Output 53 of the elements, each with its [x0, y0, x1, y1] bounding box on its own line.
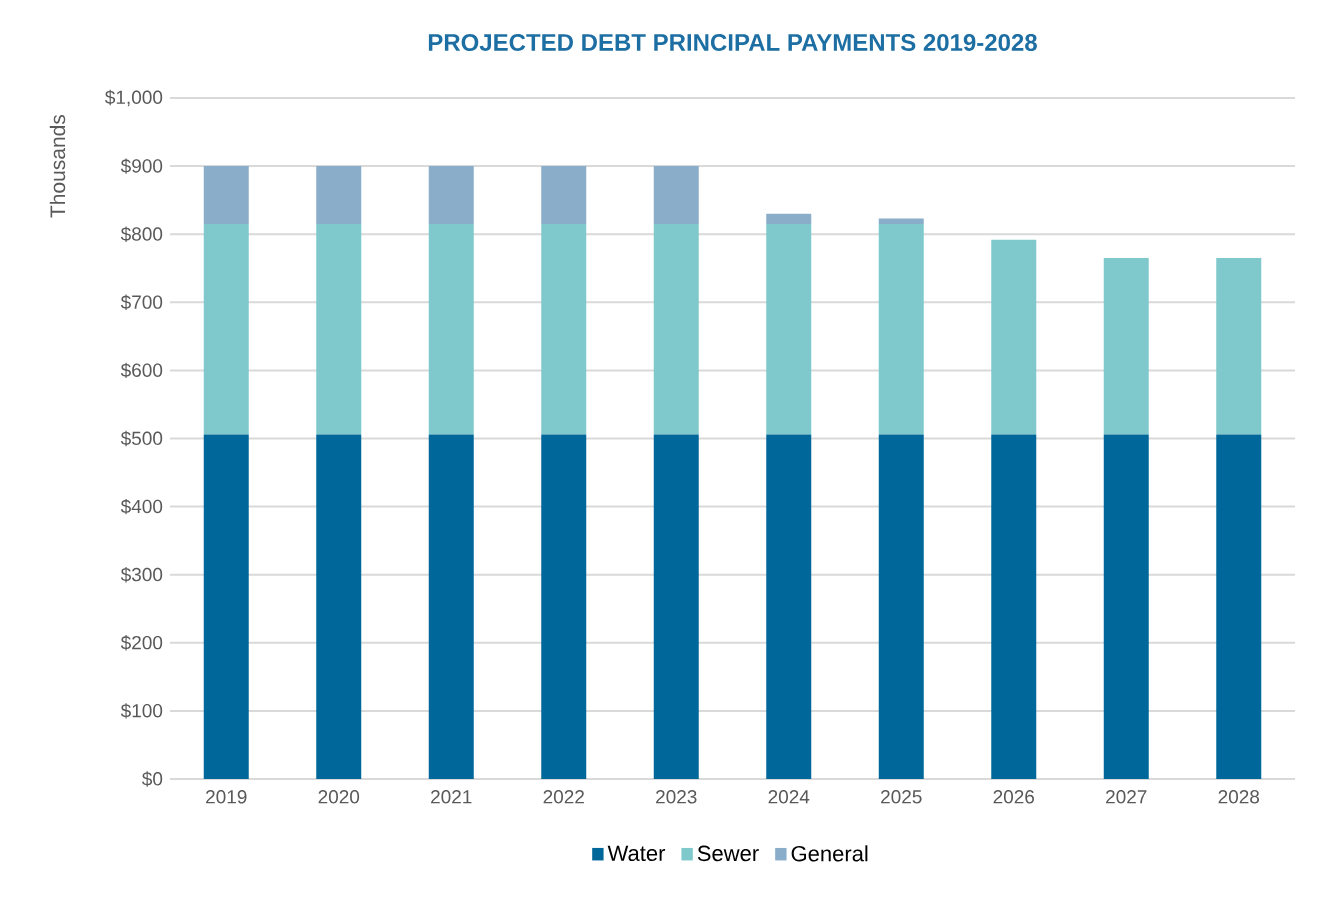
x-tick-label: 2026: [993, 790, 1035, 804]
y-tick-label: $0: [142, 771, 163, 787]
bar: [316, 166, 362, 224]
bar: [766, 213, 812, 224]
bar: [316, 223, 362, 435]
x-tick-label: 2027: [1106, 790, 1147, 804]
bar: [1216, 258, 1262, 435]
bar: [203, 434, 249, 779]
legend-label: Sewer: [697, 845, 759, 862]
y-tick-label: $300: [120, 566, 163, 583]
bar: [541, 434, 587, 779]
y-tick-label: $500: [120, 430, 163, 447]
x-tick-label: 2021: [431, 790, 472, 804]
y-tick-label: $700: [120, 294, 163, 310]
bar: [991, 239, 1037, 435]
y-tick-label: $600: [120, 362, 163, 379]
x-tick-label: 2023: [656, 790, 697, 804]
x-tick-label: 2025: [881, 790, 922, 804]
bar: [766, 223, 812, 435]
x-tick-label: 2019: [206, 790, 247, 804]
bar: [878, 434, 924, 779]
bar: [428, 223, 474, 435]
bar: [653, 434, 699, 779]
bar: [878, 218, 924, 224]
y-axis-title: Thousands: [49, 114, 66, 218]
bar: [991, 434, 1037, 779]
bar: [428, 166, 474, 224]
x-tick-label: 2020: [318, 790, 360, 804]
bar: [1216, 434, 1262, 779]
chart-title: PROJECTED DEBT PRINCIPAL PAYMENTS 2019-2028: [428, 33, 1037, 51]
bar: [1103, 258, 1149, 435]
bar: [653, 166, 699, 224]
bar: [878, 223, 924, 435]
bar: [541, 166, 587, 224]
bar: [766, 434, 812, 779]
y-tick-label: $400: [120, 498, 163, 515]
bar: [203, 223, 249, 435]
x-tick-label: 2024: [768, 790, 810, 804]
bar: [316, 434, 362, 779]
y-tick-label: $800: [120, 226, 163, 242]
y-tick-label: $100: [120, 703, 163, 719]
bar: [653, 223, 699, 435]
legend-label: General: [791, 845, 868, 862]
y-tick-label: $1,000: [105, 89, 163, 107]
x-tick-label: 2028: [1218, 790, 1260, 804]
y-tick-label: $900: [120, 158, 163, 174]
y-tick-label: $200: [120, 635, 163, 651]
bar: [428, 434, 474, 779]
x-tick-label: 2022: [543, 790, 584, 804]
bar: [203, 166, 249, 224]
legend-label: Water: [607, 845, 666, 862]
bar: [1103, 434, 1149, 779]
bar: [541, 223, 587, 435]
